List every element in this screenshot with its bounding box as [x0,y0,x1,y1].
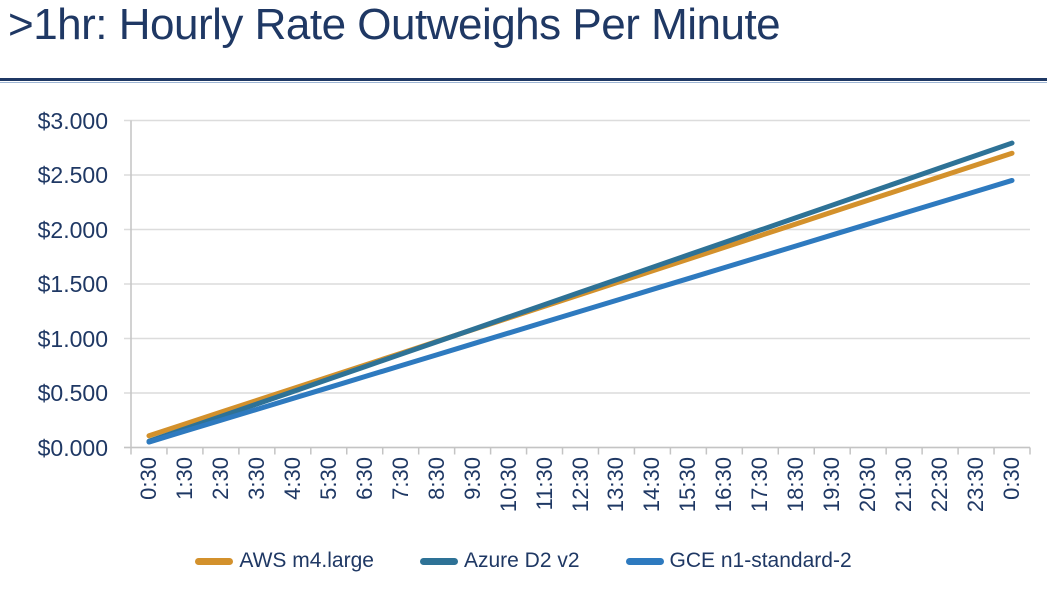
x-tick-label: 1:30 [171,457,197,500]
legend-line-marker [195,557,234,565]
x-tick-label: 21:30 [891,457,917,513]
x-tick-label: 22:30 [927,457,953,513]
x-tick-label: 23:30 [963,457,989,513]
legend-item: AWS m4.large [195,549,374,573]
x-tick-label: 15:30 [675,457,701,513]
legend-line-marker [625,557,664,565]
title-divider [0,78,1047,81]
x-tick-label: 6:30 [351,457,377,500]
y-tick-label: $2.000 [37,216,108,243]
x-tick-label: 19:30 [819,457,845,513]
legend-label: AWS m4.large [239,549,374,572]
x-tick-label: 4:30 [279,457,305,500]
x-tick-label: 14:30 [639,457,665,513]
x-tick-label: 20:30 [855,457,881,513]
title-divider-accent [0,82,1047,83]
legend-item: Azure D2 v2 [419,549,580,573]
x-tick-label: 7:30 [387,457,413,500]
y-tick-label: $0.000 [37,434,108,461]
x-tick-label: 8:30 [423,457,449,500]
x-tick-label: 5:30 [315,457,341,500]
legend-label: GCE n1-standard-2 [669,549,852,572]
y-tick-label: $1.000 [37,325,108,352]
chart-legend: AWS m4.large Azure D2 v2 GCE n1-standard-2 [0,549,1047,573]
x-tick-label: 16:30 [711,457,737,513]
legend-item: GCE n1-standard-2 [625,549,852,573]
series-line-azure-d2-v2 [146,140,1015,444]
legend-label: Azure D2 v2 [463,549,580,572]
x-tick-label: 10:30 [495,457,521,513]
y-tick-label: $3.000 [37,107,108,134]
y-tick-label: $1.500 [37,271,108,297]
y-tick-label: $0.500 [37,380,108,406]
x-tick-label: 3:30 [243,457,269,500]
x-tick-label: 12:30 [567,457,593,513]
x-tick-label: 11:30 [531,457,557,511]
x-tick-label: 9:30 [459,457,485,500]
page-title: >1hr: Hourly Rate Outweighs Per Minute [8,0,781,49]
legend-line-marker [419,557,458,565]
x-tick-label: 17:30 [747,457,773,513]
x-tick-label: 0:30 [999,457,1025,500]
series-line-gce-n1-standard-2 [146,177,1015,445]
y-tick-label: $2.500 [37,162,108,188]
x-tick-label: 0:30 [135,457,161,500]
x-tick-label: 2:30 [207,457,233,500]
x-tick-label: 18:30 [783,457,809,513]
x-tick-label: 13:30 [603,457,629,513]
